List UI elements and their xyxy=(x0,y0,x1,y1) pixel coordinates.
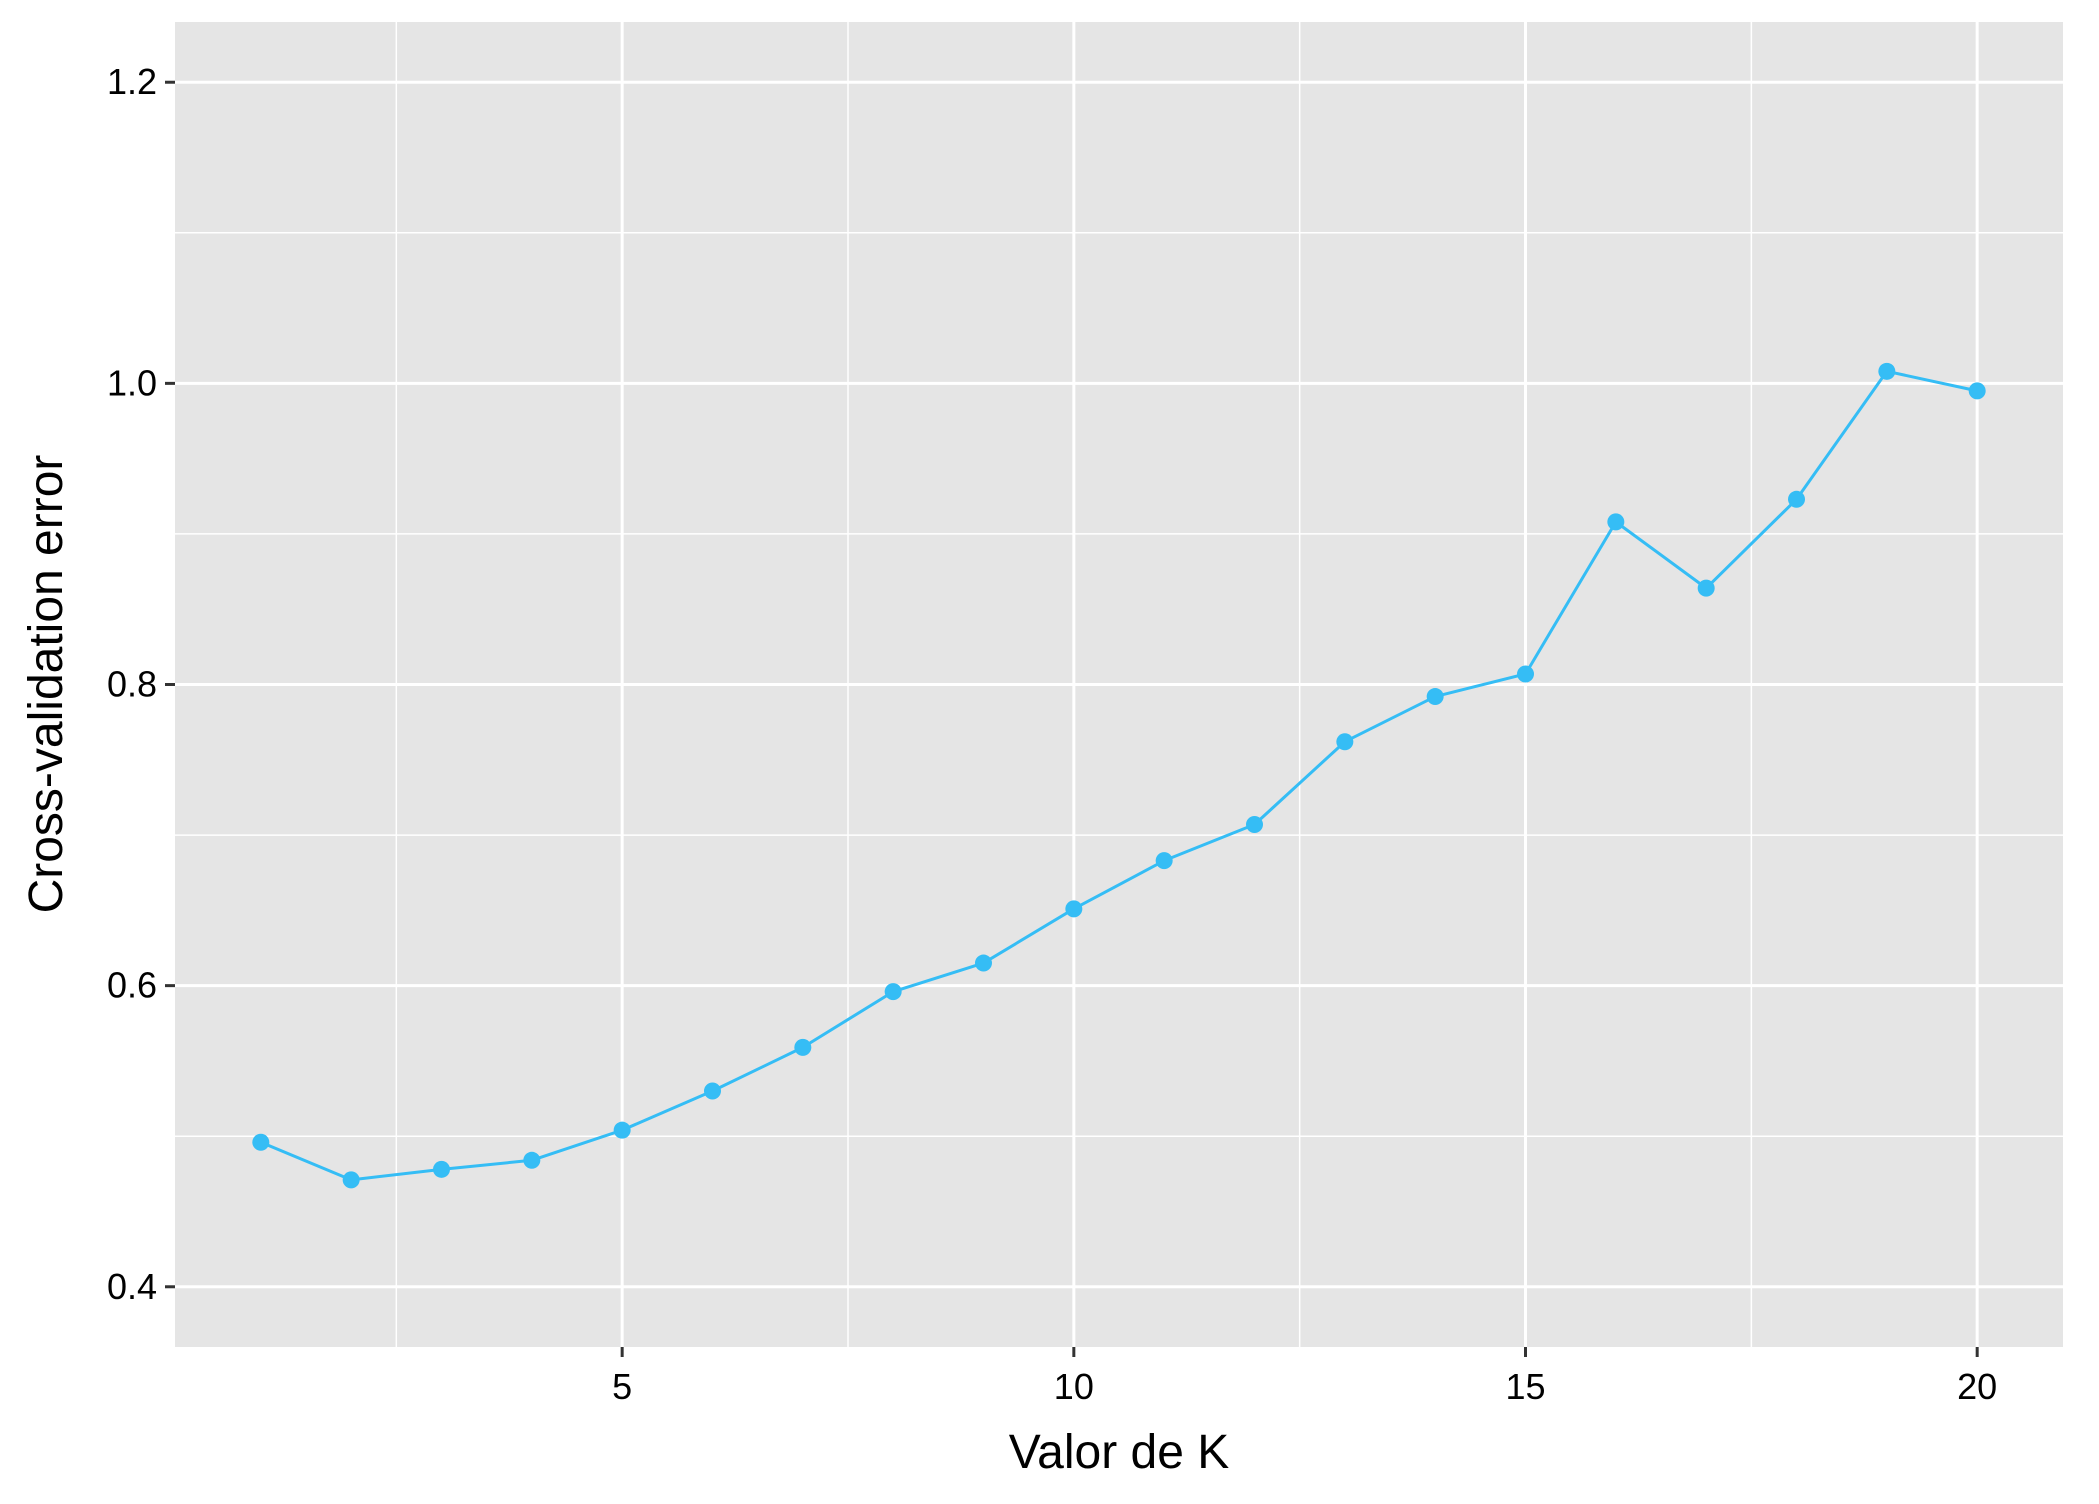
y-tick-label: 1.0 xyxy=(107,362,157,403)
data-point xyxy=(252,1133,270,1151)
data-point xyxy=(1065,900,1083,918)
data-point xyxy=(1878,362,1896,380)
y-tick-label: 1.2 xyxy=(107,61,157,102)
data-point xyxy=(974,954,992,972)
y-axis-title: Cross-validation error xyxy=(20,455,73,914)
data-point xyxy=(1426,688,1444,706)
series-line xyxy=(260,369,1978,1182)
data-point xyxy=(1155,852,1173,870)
data-point xyxy=(1968,382,1986,400)
data-point xyxy=(1517,665,1535,683)
data-point xyxy=(794,1038,812,1056)
data-point xyxy=(703,1082,721,1100)
y-tick-label: 0.4 xyxy=(107,1266,157,1307)
major-gridlines xyxy=(175,22,2063,1347)
series-layer xyxy=(252,362,1986,1189)
y-tick-label: 0.8 xyxy=(107,664,157,705)
data-point xyxy=(1607,513,1625,531)
data-point xyxy=(342,1171,360,1189)
x-axis-title: Valor de K xyxy=(1009,1426,1230,1479)
data-point xyxy=(884,983,902,1001)
axis-ticks xyxy=(165,80,1979,1357)
data-point xyxy=(523,1151,541,1169)
x-tick-label: 10 xyxy=(1054,1366,1094,1407)
data-point xyxy=(432,1160,450,1178)
y-tick-label: 0.6 xyxy=(107,965,157,1006)
data-point xyxy=(1246,816,1264,834)
data-point xyxy=(1697,579,1715,597)
data-point xyxy=(1336,733,1354,751)
x-tick-label: 5 xyxy=(612,1366,632,1407)
x-tick-label: 15 xyxy=(1505,1366,1545,1407)
data-point xyxy=(613,1121,631,1139)
tick-labels: 5 10 15 20 0.4 0.6 0.8 1.0 1.2 xyxy=(107,61,1997,1407)
x-tick-label: 20 xyxy=(1957,1366,1997,1407)
data-point xyxy=(1788,490,1806,508)
